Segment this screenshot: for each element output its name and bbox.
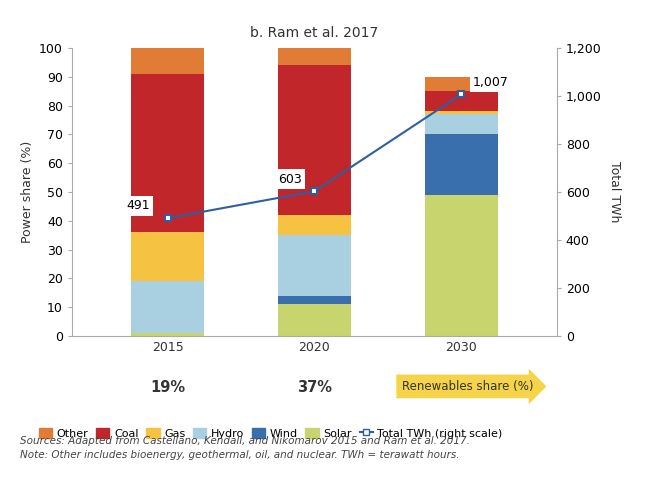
Text: 90%: 90% (443, 381, 479, 396)
Bar (131, 281, 204, 333)
Bar (131, 333, 204, 336)
Bar (131, 48, 204, 74)
Text: 37%: 37% (297, 381, 332, 396)
Y-axis label: Power share (%): Power share (%) (20, 141, 33, 243)
Bar (131, 232, 204, 281)
Bar (278, 65, 351, 215)
Bar (424, 134, 498, 195)
Bar (278, 304, 351, 336)
Y-axis label: Total TWh: Total TWh (608, 161, 621, 223)
Bar (278, 296, 351, 304)
Text: Renewables share (%): Renewables share (%) (402, 380, 533, 393)
Text: Sources: Adapted from Castellano, Kendall, and Nikomarov 2015 and Ram et al. 201: Sources: Adapted from Castellano, Kendal… (20, 436, 470, 446)
Bar (131, 74, 204, 232)
Text: 491: 491 (126, 200, 150, 213)
Bar (424, 195, 498, 336)
Bar (278, 235, 351, 296)
Bar (424, 114, 498, 134)
Text: 19%: 19% (150, 381, 185, 396)
Text: Note: Other includes bioenergy, geothermal, oil, and nuclear. TWh = terawatt hou: Note: Other includes bioenergy, geotherm… (20, 450, 459, 460)
Bar (424, 111, 498, 114)
Title: b. Ram et al. 2017: b. Ram et al. 2017 (250, 26, 379, 40)
Text: 603: 603 (278, 172, 301, 186)
Text: 1,007: 1,007 (473, 76, 509, 89)
Bar (278, 215, 351, 235)
Bar (424, 91, 498, 111)
Bar (278, 48, 351, 65)
Bar (424, 77, 498, 91)
Legend: Other, Coal, Gas, Hydro, Wind, Solar, Total TWh (right scale): Other, Coal, Gas, Hydro, Wind, Solar, To… (39, 428, 502, 439)
